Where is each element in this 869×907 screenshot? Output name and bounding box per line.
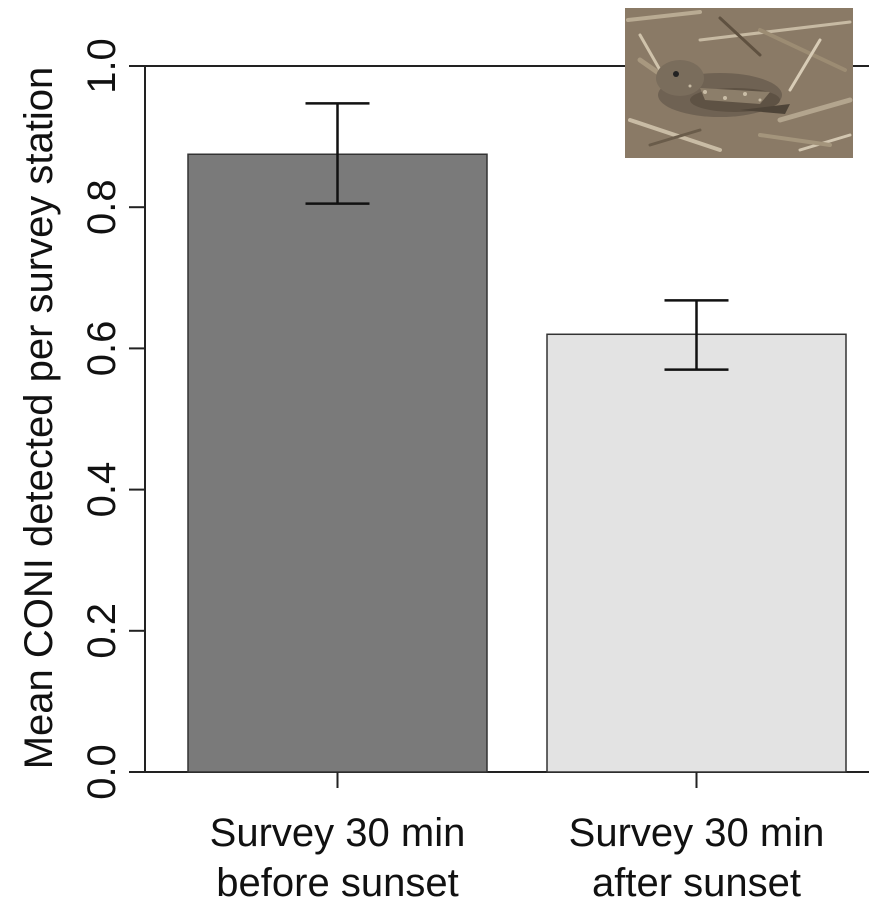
y-tick-label: 1.0 — [80, 38, 124, 94]
x-ticks: Survey 30 min before sunset Survey 30 min a… — [210, 772, 825, 905]
x-tick-label: before sunset — [216, 861, 458, 902]
nighthawk-photo — [625, 8, 853, 158]
bars — [187, 153, 847, 773]
y-tick-label: 0.8 — [80, 179, 124, 235]
y-tick-label: 0.4 — [80, 462, 124, 518]
x-tick-label: Survey 30 min — [569, 811, 825, 855]
x-tick-label: after sunset — [592, 861, 801, 902]
bar — [187, 153, 488, 773]
x-tick-label: Survey 30 min — [210, 811, 466, 855]
y-tick-label: 0.0 — [80, 744, 124, 800]
y-axis-label: Mean CONI detected per survey station — [17, 67, 61, 770]
y-tick-label: 0.6 — [80, 321, 124, 377]
error-bars — [305, 102, 729, 371]
y-ticks: 0.0 0.2 0.4 0.6 0.8 1.0 — [80, 38, 145, 800]
bar — [546, 333, 847, 773]
y-tick-label: 0.2 — [80, 603, 124, 659]
